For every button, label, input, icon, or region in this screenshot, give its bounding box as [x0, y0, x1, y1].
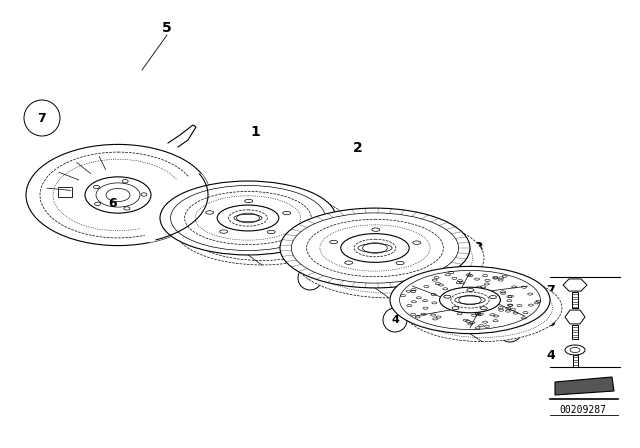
FancyBboxPatch shape: [573, 355, 577, 367]
Text: 6: 6: [109, 197, 117, 210]
Ellipse shape: [217, 205, 279, 231]
Ellipse shape: [565, 345, 585, 355]
FancyBboxPatch shape: [58, 187, 72, 197]
FancyBboxPatch shape: [572, 325, 578, 339]
Circle shape: [298, 266, 322, 290]
Ellipse shape: [440, 287, 500, 313]
Circle shape: [498, 318, 522, 342]
Text: 1: 1: [250, 125, 260, 139]
Ellipse shape: [280, 208, 470, 288]
Ellipse shape: [390, 267, 550, 334]
Polygon shape: [138, 174, 210, 242]
Text: 2: 2: [353, 141, 363, 155]
Ellipse shape: [85, 177, 151, 213]
Ellipse shape: [160, 181, 336, 255]
Polygon shape: [555, 377, 614, 395]
Text: 7: 7: [547, 284, 555, 297]
Text: 4: 4: [547, 349, 555, 362]
Ellipse shape: [237, 213, 259, 223]
Ellipse shape: [106, 189, 130, 202]
Ellipse shape: [459, 295, 481, 305]
Ellipse shape: [363, 243, 387, 253]
Text: 7: 7: [38, 112, 46, 125]
Circle shape: [24, 100, 60, 136]
Text: 4: 4: [391, 315, 399, 325]
Text: 4: 4: [506, 325, 514, 335]
Polygon shape: [563, 279, 587, 291]
Text: 4: 4: [306, 273, 314, 283]
Text: 6: 6: [547, 315, 555, 328]
Ellipse shape: [26, 144, 210, 246]
Text: 5: 5: [162, 21, 172, 35]
Ellipse shape: [340, 234, 409, 263]
Text: 3: 3: [473, 241, 483, 255]
FancyBboxPatch shape: [572, 292, 578, 308]
Text: 00209287: 00209287: [559, 405, 607, 415]
Ellipse shape: [294, 218, 484, 298]
Ellipse shape: [402, 274, 562, 341]
Ellipse shape: [174, 191, 350, 265]
Polygon shape: [565, 310, 585, 324]
Circle shape: [383, 308, 407, 332]
